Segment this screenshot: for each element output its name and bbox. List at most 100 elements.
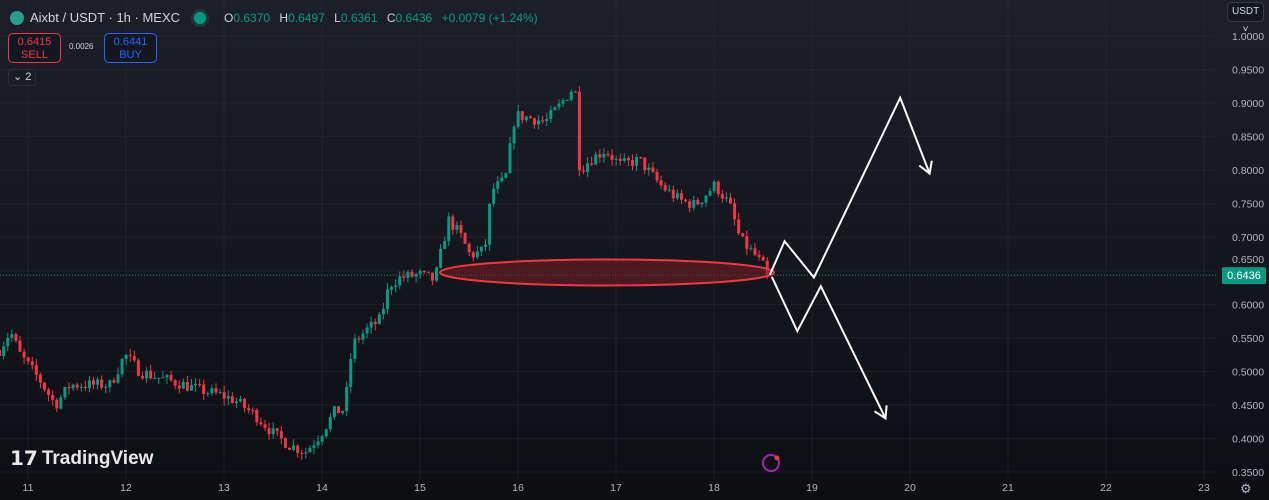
candle-body (100, 379, 104, 388)
candle-body (410, 271, 414, 277)
candle-body (610, 155, 614, 160)
candle-body (320, 436, 324, 442)
y-tick-label: 0.9000 (1232, 98, 1264, 110)
candle-body (349, 358, 353, 387)
candle-body (492, 188, 496, 204)
candle-body (51, 394, 55, 400)
candle-body (345, 386, 349, 412)
event-badge-icon (774, 455, 780, 461)
candle-body (414, 274, 418, 277)
currency-button[interactable]: USDT ˅ (1227, 2, 1264, 35)
bearish-arrow-head (874, 405, 888, 421)
candle-body (222, 392, 226, 399)
x-tick-label: 20 (904, 482, 916, 494)
sell-label: SELL (21, 49, 48, 61)
candle-body (679, 193, 683, 200)
candle-body (728, 197, 732, 204)
candle-body (479, 246, 483, 252)
candle-body (418, 270, 422, 275)
candle-body (700, 202, 704, 205)
candle-body (447, 216, 451, 241)
candle-body (459, 224, 463, 233)
candle-body (545, 119, 549, 122)
x-tick-label: 23 (1198, 482, 1210, 494)
candle-body (663, 185, 667, 191)
candle-body (451, 216, 455, 230)
candle-body (328, 416, 332, 430)
candle-body (406, 271, 410, 278)
candle-body (532, 118, 536, 125)
candle-body (557, 103, 561, 108)
candle-body (402, 276, 406, 278)
candle-body (712, 181, 716, 192)
candle-body (91, 380, 95, 385)
candle-body (724, 197, 728, 199)
candle-body (430, 272, 434, 281)
candle-body (561, 100, 565, 104)
x-tick-label: 18 (708, 482, 720, 494)
indicators-toggle-button[interactable]: ⌄ 2 (8, 69, 36, 86)
y-tick-label: 0.8000 (1232, 165, 1264, 177)
chevron-down-icon: ⌄ (13, 71, 26, 83)
y-tick-label: 0.9500 (1232, 65, 1264, 77)
candle-body (675, 193, 679, 199)
sell-button[interactable]: 0.6415 SELL (8, 33, 61, 63)
candle-body (586, 163, 590, 172)
candle-body (87, 380, 91, 389)
candle-body (741, 233, 745, 237)
candle-body (108, 380, 112, 387)
candle-body (737, 219, 741, 234)
candle-body (598, 154, 602, 158)
candle-body (463, 232, 467, 244)
candle-body (577, 91, 581, 171)
candle-body (667, 189, 671, 191)
candle-body (283, 438, 287, 448)
y-tick-label: 0.4500 (1232, 400, 1264, 412)
candle-body (243, 398, 247, 408)
x-tick-label: 22 (1100, 482, 1112, 494)
settings-icon[interactable]: ⚙ (1240, 481, 1252, 496)
candle-body (67, 387, 71, 389)
candle-body (2, 346, 6, 356)
candle-body (332, 406, 336, 417)
candle-body (622, 158, 626, 161)
candle-body (55, 399, 59, 409)
y-tick-label: 0.4000 (1232, 433, 1264, 445)
close-label: C (386, 10, 396, 25)
candle-body (292, 445, 296, 450)
candle-body (569, 91, 573, 101)
candle-body (42, 382, 46, 390)
candle-body (149, 370, 153, 379)
y-tick-label: 0.5500 (1232, 333, 1264, 345)
x-tick-label: 14 (316, 482, 328, 494)
candle-body (422, 270, 426, 272)
spread-value: 0.0026 (69, 42, 94, 51)
candle-body (467, 243, 471, 253)
candle-body (206, 393, 210, 395)
candle-body (128, 354, 132, 356)
candle-body (365, 327, 369, 334)
symbol-title[interactable]: Aixbt / USDT · 1h · MEXC (30, 10, 181, 25)
candle-body (651, 167, 655, 172)
candle-body (341, 411, 345, 414)
candle-body (565, 100, 569, 102)
candle-body (251, 409, 255, 411)
x-tick-label: 16 (512, 482, 524, 494)
candle-body (296, 445, 300, 454)
tradingview-logo: 𝟭𝟳 TradingView (10, 446, 153, 471)
candle-body (14, 334, 18, 341)
candle-body (194, 383, 198, 385)
candle-body (390, 287, 394, 290)
candle-body (336, 406, 340, 414)
sell-price: 0.6415 (17, 36, 52, 48)
candle-body (377, 314, 381, 325)
buy-button[interactable]: 0.6441 BUY (104, 33, 157, 63)
buy-price: 0.6441 (113, 36, 148, 48)
tv-logo-icon: 𝟭𝟳 (10, 448, 38, 470)
candle-body (287, 447, 291, 450)
candle-body (708, 191, 712, 196)
candle-body (704, 195, 708, 203)
candle-body (316, 441, 320, 446)
candle-body (18, 340, 22, 352)
